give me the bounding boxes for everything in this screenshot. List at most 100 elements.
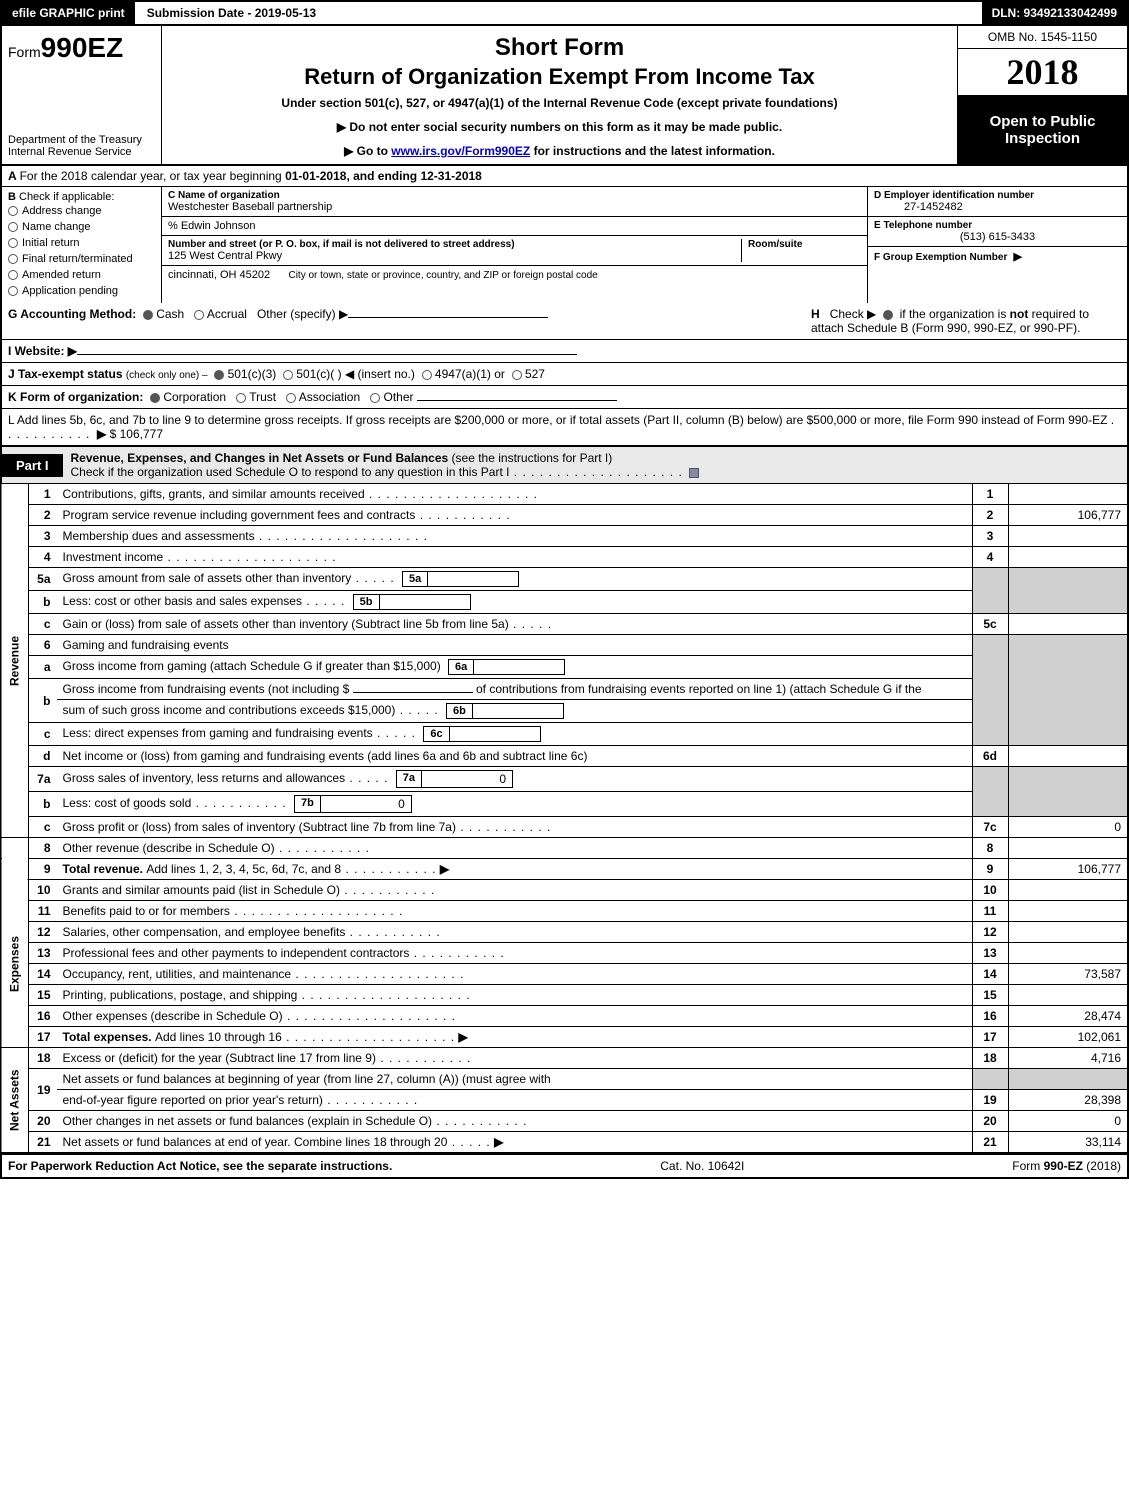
part1-checkline: Check if the organization used Schedule … bbox=[71, 465, 510, 479]
line-1-amt bbox=[1008, 484, 1128, 505]
line-4-box: 4 bbox=[972, 547, 1008, 568]
chk-initial-return[interactable] bbox=[8, 238, 18, 248]
line-12-num: 12 bbox=[29, 922, 57, 943]
line-20-num: 20 bbox=[29, 1111, 57, 1132]
mini-7a-label: 7a bbox=[397, 771, 422, 787]
K-other-input[interactable] bbox=[417, 400, 617, 401]
line-18-num: 18 bbox=[29, 1048, 57, 1069]
line-19-amt: 28,398 bbox=[1008, 1090, 1128, 1111]
E-cell: E Telephone number (513) 615-3433 bbox=[868, 217, 1127, 247]
line-9-num: 9 bbox=[29, 859, 57, 880]
G-other-input[interactable] bbox=[348, 317, 548, 318]
line-3-num: 3 bbox=[29, 526, 57, 547]
line-6b-desc2: sum of such gross income and contributio… bbox=[57, 700, 973, 723]
line-11-amt bbox=[1008, 901, 1128, 922]
line-8-box: 8 bbox=[972, 838, 1008, 859]
line-11-num: 11 bbox=[29, 901, 57, 922]
line-10-amt bbox=[1008, 880, 1128, 901]
chk-part1-schO[interactable] bbox=[689, 468, 699, 478]
line-6b-num: b bbox=[29, 679, 57, 723]
line-4-desc: Investment income bbox=[57, 547, 973, 568]
line-7b-desc: Less: cost of goods sold 7b0 bbox=[57, 792, 973, 817]
radio-cash[interactable] bbox=[143, 310, 153, 320]
line-12-amt bbox=[1008, 922, 1128, 943]
tax-year: 2018 bbox=[958, 49, 1127, 96]
line-14-desc: Occupancy, rent, utilities, and maintena… bbox=[57, 964, 973, 985]
line-18-desc: Excess or (deficit) for the year (Subtra… bbox=[57, 1048, 973, 1069]
line-9-amt: 106,777 bbox=[1008, 859, 1128, 880]
line-5a-num: 5a bbox=[29, 568, 57, 591]
row-L: L Add lines 5b, 6c, and 7b to line 9 to … bbox=[0, 409, 1129, 446]
arrow-icon: ▶ bbox=[458, 1030, 467, 1044]
K-opt2: Trust bbox=[249, 390, 276, 404]
G-block: G Accounting Method: Cash Accrual Other … bbox=[8, 307, 548, 321]
I-website-input[interactable] bbox=[77, 354, 577, 355]
L-amount: $ 106,777 bbox=[110, 427, 163, 441]
line-13-amt bbox=[1008, 943, 1128, 964]
line-6-num: 6 bbox=[29, 635, 57, 656]
chk-name-change[interactable] bbox=[8, 222, 18, 232]
line-20-amt: 0 bbox=[1008, 1111, 1128, 1132]
short-form-title: Short Form bbox=[172, 34, 947, 62]
line-14-num: 14 bbox=[29, 964, 57, 985]
line-12-desc: Salaries, other compensation, and employ… bbox=[57, 922, 973, 943]
line-15-box: 15 bbox=[972, 985, 1008, 1006]
line-2-amt: 106,777 bbox=[1008, 505, 1128, 526]
radio-501c[interactable] bbox=[283, 370, 293, 380]
line-18-box: 18 bbox=[972, 1048, 1008, 1069]
line-6d-box: 6d bbox=[972, 746, 1008, 767]
line-7b-num: b bbox=[29, 792, 57, 817]
chk-final-return[interactable] bbox=[8, 254, 18, 264]
open-to-public: Open to Public Inspection bbox=[958, 96, 1127, 164]
mini-5a-label: 5a bbox=[403, 572, 428, 586]
radio-527[interactable] bbox=[512, 370, 522, 380]
line-2-desc: Program service revenue including govern… bbox=[57, 505, 973, 526]
J-opt3: 4947(a)(1) or bbox=[435, 367, 505, 381]
line-1-num: 1 bbox=[29, 484, 57, 505]
line-2-num: 2 bbox=[29, 505, 57, 526]
line-17-amt: 102,061 bbox=[1008, 1027, 1128, 1048]
chk-H[interactable] bbox=[883, 310, 893, 320]
line-6-amtshade bbox=[1008, 635, 1128, 746]
radio-corp[interactable] bbox=[150, 393, 160, 403]
row-A: A For the 2018 calendar year, or tax yea… bbox=[0, 164, 1129, 187]
line-6-desc: Gaming and fundraising events bbox=[57, 635, 973, 656]
I-label: I Website: ▶ bbox=[8, 344, 77, 358]
dln-label: DLN: 93492133042499 bbox=[982, 2, 1127, 24]
mini-5b-val bbox=[380, 595, 470, 609]
chk-amended-return[interactable] bbox=[8, 270, 18, 280]
radio-assoc[interactable] bbox=[286, 393, 296, 403]
radio-trust[interactable] bbox=[236, 393, 246, 403]
J-label: J Tax-exempt status bbox=[8, 367, 123, 381]
G-other: Other (specify) ▶ bbox=[257, 307, 348, 321]
line-8-desc: Other revenue (describe in Schedule O) bbox=[57, 838, 973, 859]
line-11-desc: Benefits paid to or for members bbox=[57, 901, 973, 922]
radio-4947[interactable] bbox=[422, 370, 432, 380]
E-label: E Telephone number bbox=[874, 220, 1121, 231]
irs-link[interactable]: www.irs.gov/Form990EZ bbox=[391, 144, 530, 158]
line-6b-amount-input[interactable] bbox=[353, 692, 473, 693]
line-7a-num: 7a bbox=[29, 767, 57, 792]
line-7c-desc: Gross profit or (loss) from sales of inv… bbox=[57, 817, 973, 838]
C-city-label: City or town, state or province, country… bbox=[288, 270, 597, 281]
mini-7b-label: 7b bbox=[295, 796, 321, 812]
line-16-desc: Other expenses (describe in Schedule O) bbox=[57, 1006, 973, 1027]
dept-line1: Department of the Treasury bbox=[8, 134, 155, 146]
B-item-4: Amended return bbox=[22, 269, 101, 281]
mini-6c-val bbox=[450, 727, 540, 741]
line-20-box: 20 bbox=[972, 1111, 1008, 1132]
col-C: C Name of organization Westchester Baseb… bbox=[162, 187, 867, 303]
efile-print-button[interactable]: efile GRAPHIC print bbox=[2, 2, 137, 24]
chk-application-pending[interactable] bbox=[8, 286, 18, 296]
radio-501c3[interactable] bbox=[214, 370, 224, 380]
line-5a-desc: Gross amount from sale of assets other t… bbox=[57, 568, 973, 591]
J-opt4: 527 bbox=[525, 367, 545, 381]
chk-address-change[interactable] bbox=[8, 206, 18, 216]
K-opt4: Other bbox=[384, 390, 414, 404]
radio-other-org[interactable] bbox=[370, 393, 380, 403]
line-6c-num: c bbox=[29, 723, 57, 746]
radio-accrual[interactable] bbox=[194, 310, 204, 320]
G-cash: Cash bbox=[156, 307, 184, 321]
mini-6b-label: 6b bbox=[447, 704, 473, 718]
row-A-end: 12-31-2018 bbox=[420, 169, 481, 183]
